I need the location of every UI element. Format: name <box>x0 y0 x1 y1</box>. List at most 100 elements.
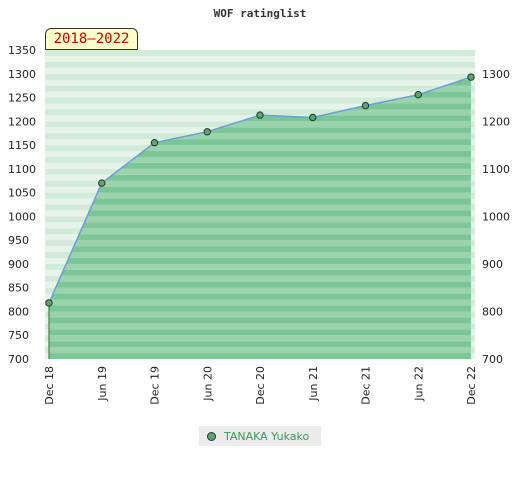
data-point[interactable] <box>467 73 475 81</box>
area-band <box>49 293 471 300</box>
area-band <box>49 335 471 342</box>
x-tick-label: Dec 18 <box>43 366 56 405</box>
legend-label: TANAKA Yukako <box>224 429 310 443</box>
area-band <box>49 145 471 152</box>
area-band <box>49 127 471 134</box>
area-band <box>49 204 471 211</box>
y-tick-label-left: 850 <box>8 282 29 295</box>
area-band <box>49 216 471 223</box>
y-tick-label-left: 1200 <box>8 115 36 128</box>
area-band <box>49 323 471 330</box>
data-point[interactable] <box>414 90 422 99</box>
area-band <box>49 281 471 288</box>
legend-marker-icon <box>207 431 216 441</box>
data-point[interactable] <box>98 179 106 187</box>
area-band <box>49 240 471 247</box>
area-band <box>49 228 471 235</box>
area-band <box>49 198 471 205</box>
left-y-axis: 700 750 800 850 900 950 1000 1050 1100 1150 1200 12… <box>8 44 36 366</box>
y-tick-label-right: 1200 <box>482 115 510 128</box>
background-band <box>45 79 475 86</box>
background-band <box>45 85 475 92</box>
area-band <box>49 180 471 187</box>
x-axis: Dec 18 Jun 19 Dec 19 Jun 20 Dec 20 Jun 21 Dec … <box>43 366 478 405</box>
background-band <box>45 61 475 68</box>
background-band <box>45 97 475 104</box>
data-point[interactable] <box>309 113 317 122</box>
y-tick-label-left: 800 <box>8 305 29 318</box>
y-tick-label-left: 750 <box>8 329 29 342</box>
background-band <box>45 73 475 80</box>
area-layer <box>48 76 472 359</box>
area-band <box>49 151 471 157</box>
x-tick-label: Dec 20 <box>254 366 267 405</box>
chart-title: WOF ratinglist <box>214 7 307 20</box>
area-band <box>49 329 471 336</box>
y-tick-label-left: 1000 <box>8 210 36 223</box>
area-band <box>49 234 471 241</box>
y-tick-label-right: 800 <box>482 305 503 318</box>
y-tick-label-left: 950 <box>8 234 29 247</box>
y-tick-label-left: 1350 <box>8 44 36 57</box>
area-band <box>49 353 471 359</box>
area-band <box>49 121 471 128</box>
background-band <box>45 67 475 74</box>
y-tick-label-right: 900 <box>482 258 503 271</box>
area-band <box>49 317 471 324</box>
area-band <box>49 275 471 282</box>
background-band <box>45 103 475 110</box>
area-band <box>49 246 471 253</box>
area-band <box>49 257 471 264</box>
area-band <box>49 156 471 163</box>
y-tick-label-right: 1000 <box>482 210 510 223</box>
x-tick-label: Dec 19 <box>149 366 162 405</box>
y-tick-label-right: 1100 <box>482 163 510 176</box>
right-y-axis: 700 800 900 1000 1100 1200 1300 <box>482 68 510 366</box>
period-label: 2018–2022 <box>45 28 138 50</box>
y-tick-label-left: 1050 <box>8 187 36 200</box>
y-tick-label-left: 1100 <box>8 163 36 176</box>
data-point[interactable] <box>361 101 370 110</box>
x-tick-label: Jun 21 <box>307 366 320 402</box>
background-band <box>45 55 475 62</box>
data-point[interactable] <box>203 128 211 136</box>
area-band <box>49 133 471 140</box>
area-band <box>49 222 471 229</box>
area-band <box>49 139 471 146</box>
legend[interactable]: TANAKA Yukako <box>199 426 321 446</box>
area-band <box>49 210 471 217</box>
y-tick-label-left: 900 <box>8 258 29 271</box>
x-tick-label: Jun 22 <box>412 366 425 402</box>
y-tick-label-left: 1300 <box>8 68 36 81</box>
area-band <box>49 305 471 312</box>
x-tick-label: Dec 22 <box>465 366 478 405</box>
area-band <box>49 299 471 306</box>
x-tick-label: Jun 19 <box>96 366 109 402</box>
data-point[interactable] <box>150 139 159 147</box>
area-band <box>49 168 471 175</box>
data-point[interactable] <box>256 111 264 119</box>
background-band <box>45 50 475 56</box>
y-tick-label-left: 1250 <box>8 92 36 105</box>
area-band <box>49 186 471 193</box>
y-tick-label-right: 700 <box>482 353 503 366</box>
area-band <box>49 252 471 258</box>
x-tick-label: Dec 21 <box>360 366 373 405</box>
area-band <box>49 341 471 348</box>
y-tick-label-left: 700 <box>8 353 29 366</box>
area-band <box>49 162 471 169</box>
y-tick-label-right: 1300 <box>482 68 510 81</box>
area-band <box>49 174 471 181</box>
x-tick-label: Jun 20 <box>201 366 214 402</box>
area-band <box>49 269 471 276</box>
area-band <box>49 347 471 354</box>
area-band <box>49 192 471 199</box>
area-band <box>49 263 471 270</box>
y-tick-label-left: 1150 <box>8 139 36 152</box>
background-band <box>45 91 475 98</box>
data-point[interactable] <box>45 299 53 307</box>
area-band <box>49 311 471 318</box>
area-band <box>49 287 471 294</box>
area-fill <box>49 77 471 359</box>
